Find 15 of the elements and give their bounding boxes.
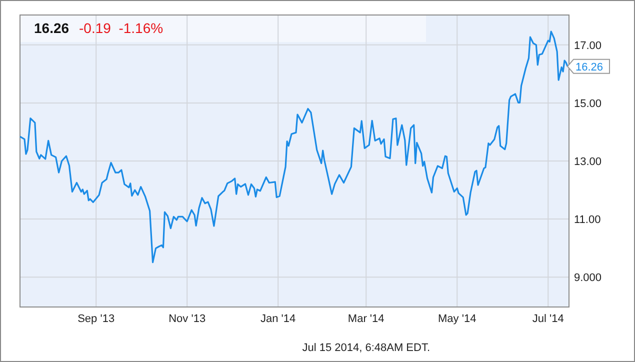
x-tick-label: Nov '13 <box>168 313 206 325</box>
annotation: 16.26 <box>576 61 604 74</box>
y-tick-label: 9.000 <box>574 272 602 284</box>
x-tick-label: Mar '14 <box>348 313 384 325</box>
x-tick-label: Jul '14 <box>532 313 564 325</box>
x-tick-label: Sep '13 <box>78 313 115 325</box>
x-tick-label: May '14 <box>438 313 476 325</box>
chart-title: 16.26 <box>34 20 70 36</box>
x-tick-label: Jan '14 <box>260 313 296 325</box>
y-tick-label: 11.00 <box>574 214 601 226</box>
y-tick-label: 17.00 <box>574 40 602 52</box>
y-tick-label: 13.00 <box>574 156 602 168</box>
chart-subtitle: -0.19 -1.16% <box>79 20 164 36</box>
y-tick-label: 15.00 <box>574 98 602 110</box>
text: Jul 15 2014, 6:48AM EDT. <box>302 342 430 354</box>
